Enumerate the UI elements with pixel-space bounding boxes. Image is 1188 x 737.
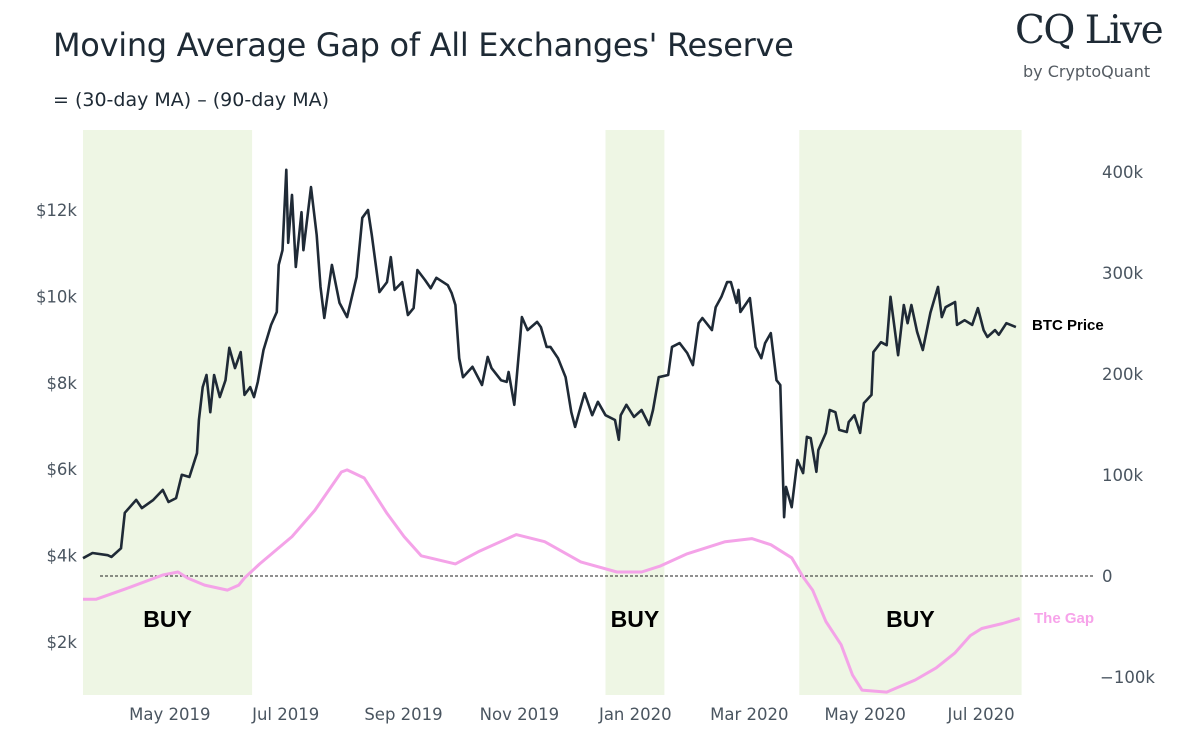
logo-main-text: CQ Live bbox=[1015, 8, 1164, 53]
y-left-tick-label: $12k bbox=[36, 201, 77, 220]
x-tick-label: Jul 2019 bbox=[251, 705, 319, 724]
buy-label-1: BUY bbox=[143, 606, 192, 632]
y-right-tick-label: 0 bbox=[1102, 567, 1113, 586]
y-right-tick-label: 200k bbox=[1102, 365, 1143, 384]
x-tick-label: Nov 2019 bbox=[480, 705, 559, 724]
y-left-tick-label: $2k bbox=[46, 633, 77, 652]
btc-price-line bbox=[82, 168, 1017, 560]
y-left-tick-label: $8k bbox=[46, 374, 77, 393]
btc-price-series-label: BTC Price bbox=[1032, 317, 1104, 334]
buy-zone-2 bbox=[605, 130, 665, 695]
gap-series-label: The Gap bbox=[1034, 610, 1094, 627]
x-tick-label: Sep 2019 bbox=[364, 705, 442, 724]
y-right-tick-label: 400k bbox=[1102, 163, 1143, 182]
gap-line bbox=[83, 468, 1021, 694]
y-left-tick-label: $10k bbox=[36, 287, 77, 306]
annotations: BUY BUY BUY BTC Price The Gap bbox=[143, 317, 1103, 632]
x-tick-label: May 2020 bbox=[825, 705, 906, 724]
y-left-tick-label: $4k bbox=[46, 547, 77, 566]
y-right-tick-label: 300k bbox=[1102, 264, 1143, 283]
axis-ticks: $2k $4k $6k $8k $10k $12k −100k 0 100k 200k 300k 40… bbox=[36, 163, 1155, 724]
cq-live-logo: CQ Live by CryptoQuant bbox=[1015, 8, 1185, 81]
buy-zones bbox=[83, 130, 1022, 695]
buy-label-3: BUY bbox=[886, 606, 935, 632]
chart-title: Moving Average Gap of All Exchanges' Res… bbox=[53, 26, 794, 64]
buy-zone-1 bbox=[83, 130, 253, 695]
y-right-tick-label: 100k bbox=[1102, 466, 1143, 485]
y-left-tick-label: $6k bbox=[46, 460, 77, 479]
series-lines bbox=[82, 168, 1021, 694]
y-right-tick-label: −100k bbox=[1100, 668, 1155, 687]
x-tick-label: May 2019 bbox=[129, 705, 210, 724]
buy-label-2: BUY bbox=[611, 606, 660, 632]
x-tick-label: Jan 2020 bbox=[598, 705, 672, 724]
chart-subtitle: = (30-day MA) – (90-day MA) bbox=[53, 89, 330, 111]
logo-sub-text: by CryptoQuant bbox=[1023, 62, 1151, 81]
x-tick-label: Mar 2020 bbox=[710, 705, 788, 724]
x-tick-label: Jul 2020 bbox=[947, 705, 1015, 724]
